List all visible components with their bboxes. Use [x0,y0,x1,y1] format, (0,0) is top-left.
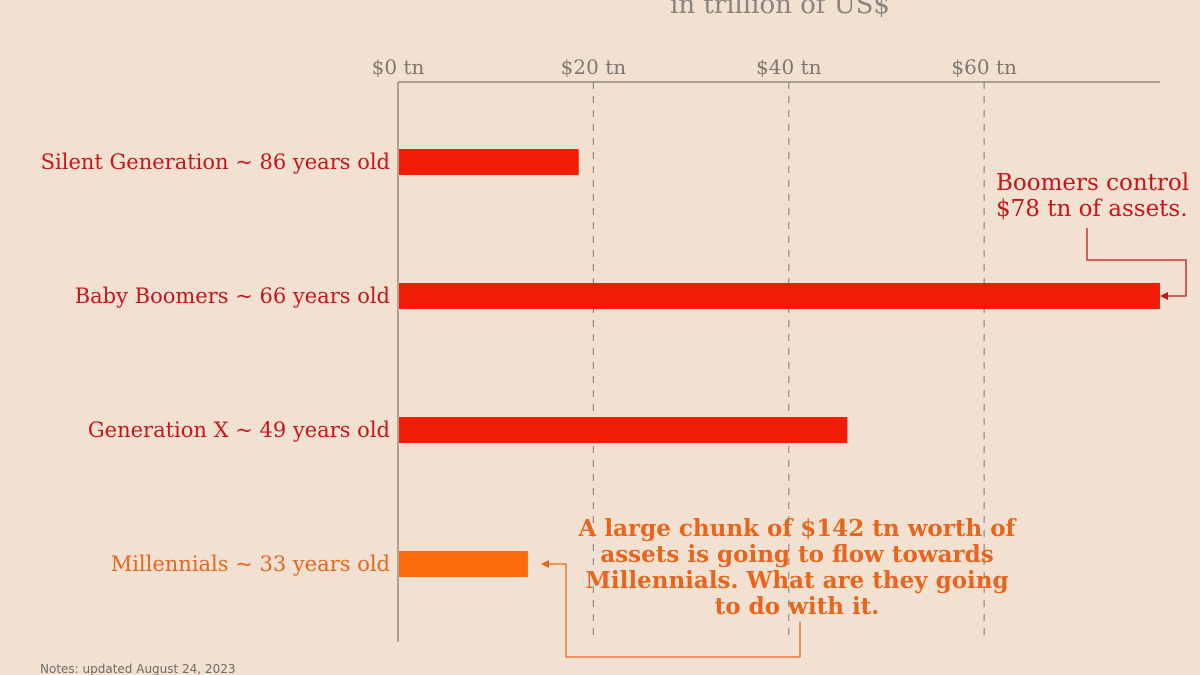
x-tick-label: $60 tn [951,55,1017,79]
category-label: Baby Boomers ~ 66 years old [75,284,390,308]
x-tick-label: $40 tn [756,55,822,79]
x-tick-label: $20 tn [561,55,627,79]
bar [399,149,579,175]
boomers-annotation: Boomers control $78 tn of assets. [996,170,1190,222]
category-label: Silent Generation ~ 86 years old [41,150,390,174]
category-label: Generation X ~ 49 years old [88,418,390,442]
bars [399,149,1160,577]
grid-lines [592,82,985,642]
millennials-annotation: A large chunk of $142 tn worth of assets… [578,515,1016,620]
category-labels: Silent Generation ~ 86 years old Baby Boo… [41,150,390,576]
millennials-callout-arrow [541,560,801,658]
x-tick-label: $0 tn [372,55,425,79]
bar [399,283,1160,309]
boomers-callout-arrow [1086,228,1187,300]
footnote: Notes: updated August 24, 2023 [40,662,236,675]
category-label: Millennials ~ 33 years old [111,552,390,576]
chart-subtitle: in trillion of US$ [670,0,890,20]
bar [399,551,528,577]
bar [399,417,848,443]
x-axis-ticks: $0 tn $20 tn $40 tn $60 tn [372,55,1017,79]
